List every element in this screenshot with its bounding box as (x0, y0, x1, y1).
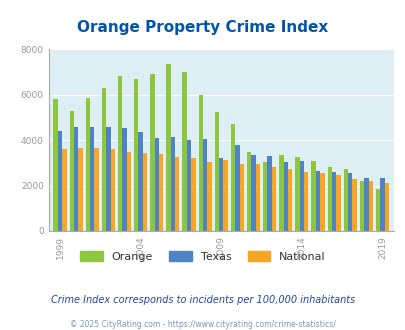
Bar (230, 124, 234, 231)
Bar (69, 111, 74, 231)
Bar (58, 131, 62, 231)
Bar (166, 64, 170, 231)
Bar (110, 149, 115, 231)
Bar (283, 162, 287, 231)
Bar (347, 173, 352, 231)
Bar (122, 128, 126, 231)
Bar (303, 172, 308, 231)
Legend: Orange, Texas, National: Orange, Texas, National (76, 247, 329, 267)
Bar (251, 155, 255, 231)
Bar (279, 155, 283, 231)
Bar (102, 88, 106, 231)
Bar (343, 169, 347, 231)
Bar (299, 161, 303, 231)
Bar (198, 95, 202, 231)
Bar (271, 167, 275, 231)
Bar (359, 181, 363, 231)
Bar (170, 137, 175, 231)
Bar (295, 157, 299, 231)
Bar (234, 145, 239, 231)
Bar (311, 161, 315, 231)
Bar (331, 172, 335, 231)
Bar (175, 156, 179, 231)
Bar (262, 162, 267, 231)
Bar (335, 176, 340, 231)
Bar (379, 178, 384, 231)
Bar (94, 148, 98, 231)
Bar (150, 75, 154, 231)
Bar (62, 149, 66, 231)
Bar (143, 153, 147, 231)
Bar (78, 148, 83, 231)
Text: Crime Index corresponds to incidents per 100,000 inhabitants: Crime Index corresponds to incidents per… (51, 295, 354, 305)
Bar (255, 164, 260, 231)
Bar (85, 98, 90, 231)
Bar (106, 127, 110, 231)
Bar (327, 167, 331, 231)
Bar (138, 132, 143, 231)
Text: Orange Property Crime Index: Orange Property Crime Index (77, 20, 328, 35)
Bar (219, 158, 223, 231)
Bar (118, 76, 122, 231)
Bar (246, 151, 251, 231)
Bar (363, 178, 368, 231)
Text: © 2025 CityRating.com - https://www.cityrating.com/crime-statistics/: © 2025 CityRating.com - https://www.city… (70, 320, 335, 329)
Bar (202, 139, 207, 231)
Bar (158, 154, 163, 231)
Bar (352, 179, 356, 231)
Bar (182, 72, 186, 231)
Bar (126, 151, 131, 231)
Bar (74, 127, 78, 231)
Bar (90, 127, 94, 231)
Bar (207, 162, 211, 231)
Bar (375, 189, 379, 231)
Bar (287, 169, 292, 231)
Bar (320, 173, 324, 231)
Bar (154, 138, 158, 231)
Bar (223, 159, 227, 231)
Bar (214, 112, 219, 231)
Bar (186, 140, 191, 231)
Bar (267, 156, 271, 231)
Bar (191, 158, 195, 231)
Bar (134, 79, 138, 231)
Bar (239, 164, 243, 231)
Bar (384, 183, 388, 231)
Bar (368, 181, 372, 231)
Bar (315, 171, 320, 231)
Bar (53, 99, 58, 231)
